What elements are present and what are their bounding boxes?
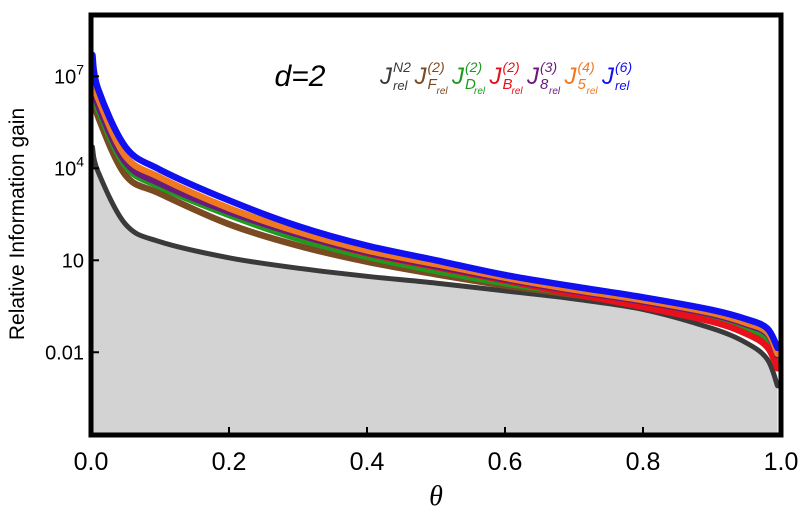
x-tick-label-2: 0.4: [350, 448, 385, 476]
svg-text:8: 8: [540, 76, 549, 93]
legend-entry-5: J (4)5 rel: [564, 59, 599, 97]
svg-text:B: B: [503, 76, 513, 93]
svg-text:rel: rel: [474, 86, 486, 97]
y-tick-label-3: 107: [54, 61, 84, 88]
svg-text:(2): (2): [465, 59, 482, 75]
legend-entry-4: J (3)8 rel: [526, 59, 561, 97]
svg-text:N2: N2: [393, 59, 411, 75]
svg-text:rel: rel: [437, 86, 449, 97]
x-tick-label-5: 1.0: [764, 448, 799, 476]
x-tick-label-1: 0.2: [212, 448, 247, 476]
svg-text:J: J: [526, 63, 540, 90]
shaded-region: [91, 146, 778, 435]
series-layer: [91, 51, 781, 389]
svg-text:J: J: [489, 63, 503, 90]
svg-text:rel: rel: [393, 78, 409, 93]
x-axis-label: θ: [429, 481, 443, 512]
svg-text:(2): (2): [428, 59, 445, 75]
legend-entry-0: J N2 rel: [379, 59, 411, 93]
x-axis-ticks: 0.0 0.2 0.4 0.6 0.8 1.0: [74, 427, 799, 476]
x-tick-label-3: 0.6: [488, 448, 523, 476]
svg-text:(6): (6): [615, 59, 632, 75]
svg-text:(2): (2): [503, 59, 520, 75]
series-line-0: [91, 144, 780, 389]
svg-text:rel: rel: [587, 86, 599, 97]
x-tick-label-4: 0.8: [626, 448, 661, 476]
x-tick-label-0: 0.0: [74, 448, 109, 476]
y-tick-label-0: 0.01: [45, 342, 84, 364]
svg-text:F: F: [428, 76, 438, 93]
y-axis-ticks: 0.01 10 104 107: [45, 61, 99, 364]
d-annotation: d=2: [275, 60, 326, 93]
svg-text:D: D: [465, 76, 476, 93]
svg-text:J: J: [564, 63, 578, 90]
y-tick-label-2: 104: [54, 153, 84, 180]
y-axis-label: Relative Information gain: [6, 108, 29, 340]
svg-text:rel: rel: [549, 86, 561, 97]
svg-text:J: J: [451, 63, 465, 90]
legend-entry-6: J (6) rel: [601, 59, 632, 93]
svg-text:J: J: [414, 63, 428, 90]
svg-text:rel: rel: [512, 86, 524, 97]
svg-text:(4): (4): [578, 59, 595, 75]
svg-text:(3): (3): [540, 59, 557, 75]
plot-frame: [88, 12, 784, 438]
svg-text:J: J: [601, 63, 615, 90]
series-line-5: [91, 70, 781, 357]
series-line-6: [91, 51, 781, 352]
svg-text:rel: rel: [615, 78, 631, 93]
svg-text:J: J: [379, 63, 393, 90]
y-tick-label-1: 10: [62, 250, 84, 272]
legend-entry-1: J (2)F rel: [414, 59, 449, 97]
svg-text:5: 5: [578, 76, 587, 93]
